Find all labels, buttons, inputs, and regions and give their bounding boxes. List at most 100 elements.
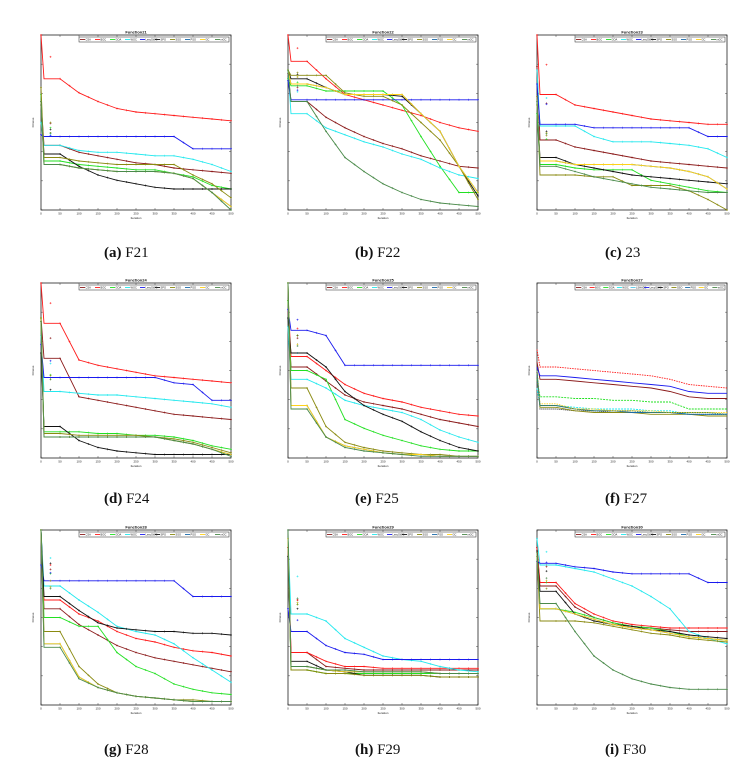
series-marker-spo bbox=[315, 359, 318, 361]
series-marker-sso bbox=[78, 665, 80, 668]
series-marker-mgc bbox=[467, 672, 470, 675]
legend-label: SSO bbox=[423, 286, 428, 290]
series-marker-mgc bbox=[697, 190, 700, 193]
series-marker-sso bbox=[325, 425, 327, 428]
series-marker-woc bbox=[458, 669, 460, 671]
series-marker-sso bbox=[192, 174, 194, 176]
series-marker-gc bbox=[382, 93, 384, 96]
series-marker-sso bbox=[78, 160, 80, 162]
series-marker-mgc bbox=[564, 616, 567, 619]
series-marker-levygwo bbox=[697, 577, 700, 580]
x-tick-label: 500 bbox=[228, 707, 233, 711]
series-marker-boc bbox=[631, 114, 633, 117]
series-marker-woc bbox=[163, 398, 166, 401]
x-tick-label: 300 bbox=[399, 460, 404, 464]
series-marker-csa bbox=[220, 171, 223, 174]
series-marker-csa bbox=[173, 660, 175, 663]
series-marker-spo bbox=[391, 416, 394, 419]
series-marker-levygwo bbox=[220, 147, 223, 150]
series-marker-woc bbox=[536, 537, 538, 540]
series-marker-sso bbox=[593, 621, 595, 624]
legend-label: LevyGWO bbox=[393, 533, 405, 537]
series-marker-mgc bbox=[363, 670, 365, 673]
series-marker-boc bbox=[325, 660, 327, 663]
series-marker-levygwo bbox=[325, 644, 327, 647]
x-tick-label: 50 bbox=[305, 212, 309, 216]
series-marker-csa bbox=[650, 160, 652, 162]
series-marker-woc bbox=[678, 619, 681, 622]
series-marker-woc bbox=[410, 155, 413, 158]
series-marker-csa bbox=[448, 162, 451, 165]
series-marker-spo bbox=[325, 366, 327, 368]
series-marker-boc bbox=[697, 627, 700, 629]
series-marker-sso bbox=[78, 434, 80, 437]
series-marker-woc bbox=[477, 441, 479, 444]
series-marker-boc bbox=[372, 101, 375, 104]
series-marker-boc bbox=[306, 651, 308, 654]
series-marker-csa bbox=[182, 414, 185, 417]
legend-box bbox=[325, 36, 477, 43]
legend-label: SSO bbox=[672, 533, 677, 537]
series-marker-goa bbox=[78, 430, 80, 433]
series-marker-mgc bbox=[650, 186, 652, 189]
series-marker-mgc bbox=[116, 691, 118, 694]
series-marker-woc bbox=[325, 387, 327, 389]
series-marker-mgc bbox=[106, 169, 109, 172]
series-marker-levygwo bbox=[334, 648, 337, 650]
series-marker-spo bbox=[173, 453, 175, 456]
series-marker-boc bbox=[420, 406, 422, 409]
x-tick-label: 450 bbox=[209, 212, 214, 216]
legend-label: SPO bbox=[408, 286, 413, 290]
series-marker-gc bbox=[716, 638, 719, 641]
series-marker-goa bbox=[363, 90, 365, 92]
series-marker-sso bbox=[106, 687, 109, 690]
series-marker-mgc bbox=[678, 188, 681, 191]
series-marker-sso bbox=[87, 674, 90, 677]
series-marker-csa bbox=[564, 595, 567, 598]
y-axis-label: Fitness bbox=[31, 612, 35, 622]
series-marker-mgc bbox=[448, 455, 451, 458]
series-marker-boc bbox=[650, 118, 652, 120]
series-marker-woc bbox=[344, 399, 346, 402]
series-marker-mgc bbox=[78, 167, 80, 169]
series-marker-levygwo bbox=[612, 126, 614, 129]
series-marker-goa bbox=[372, 430, 375, 433]
series-marker-sso bbox=[688, 637, 690, 640]
series-marker-gc bbox=[344, 670, 346, 673]
x-tick-label: 50 bbox=[58, 460, 62, 464]
series-marker-goa bbox=[192, 439, 194, 442]
x-tick-label: 150 bbox=[95, 707, 100, 711]
series-marker-sso bbox=[382, 450, 384, 452]
series-marker-sso bbox=[555, 620, 557, 622]
series-marker-gc bbox=[458, 165, 460, 168]
series-marker-boc bbox=[545, 63, 548, 66]
series-marker-spo bbox=[688, 179, 690, 182]
series-marker-spo bbox=[182, 453, 185, 456]
series-marker-mgc bbox=[372, 670, 375, 673]
series-marker-boc bbox=[201, 650, 204, 653]
series-marker-spo bbox=[315, 664, 318, 667]
series-marker-spo bbox=[220, 188, 223, 190]
series-marker-boc bbox=[116, 107, 118, 110]
series-marker-mgc bbox=[564, 167, 567, 170]
legend-box bbox=[574, 36, 726, 43]
series-marker-woc bbox=[125, 394, 128, 397]
series-marker-sso bbox=[334, 83, 337, 85]
series-marker-boc bbox=[363, 665, 365, 668]
caption-h: (h) F29 bbox=[355, 742, 401, 758]
series-marker-spo bbox=[144, 452, 147, 455]
series-marker-spo bbox=[154, 186, 156, 189]
series-marker-boc bbox=[296, 47, 299, 50]
series-marker-woc bbox=[192, 158, 194, 161]
series-marker-woc bbox=[382, 655, 384, 657]
series-marker-spo bbox=[125, 627, 128, 630]
series-marker-goa bbox=[68, 430, 71, 433]
series-marker-csa bbox=[659, 160, 662, 163]
series-marker-levygwo bbox=[68, 376, 71, 379]
series-marker-boc bbox=[296, 327, 299, 330]
series-marker-spo bbox=[106, 448, 109, 451]
series-marker-levygwo bbox=[621, 571, 624, 574]
series-marker-levygwo bbox=[296, 318, 299, 321]
